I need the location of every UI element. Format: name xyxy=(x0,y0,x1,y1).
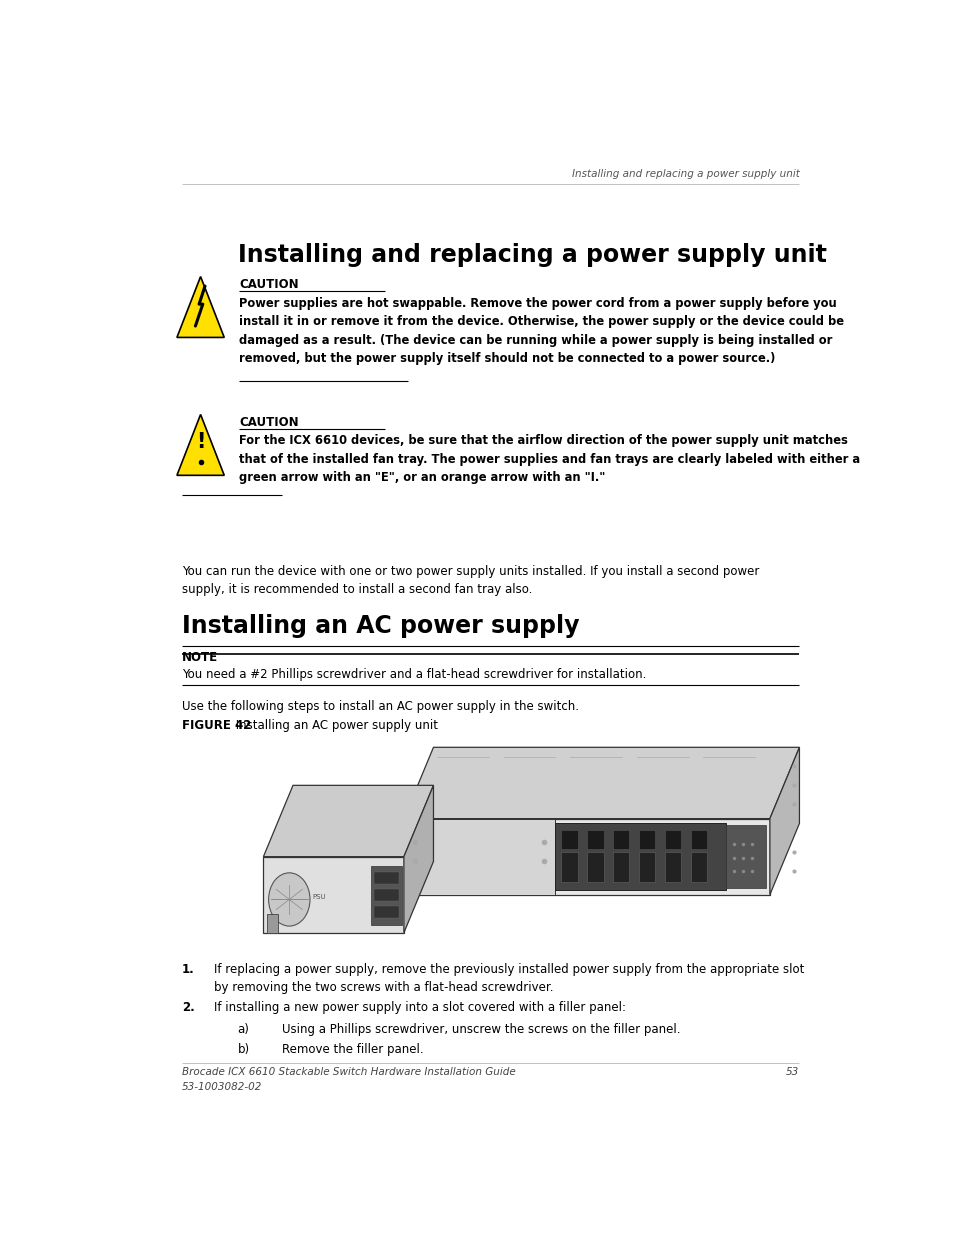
Polygon shape xyxy=(560,830,577,848)
Polygon shape xyxy=(690,852,706,882)
Text: 1.: 1. xyxy=(182,963,194,976)
Polygon shape xyxy=(403,747,799,819)
Text: For the ICX 6610 devices, be sure that the airflow direction of the power supply: For the ICX 6610 devices, be sure that t… xyxy=(239,435,860,484)
Text: Use the following steps to install an AC power supply in the switch.: Use the following steps to install an AC… xyxy=(182,700,578,713)
Polygon shape xyxy=(690,830,706,848)
Polygon shape xyxy=(374,906,398,919)
Circle shape xyxy=(269,873,310,926)
Polygon shape xyxy=(560,852,577,882)
Polygon shape xyxy=(639,830,655,848)
Polygon shape xyxy=(769,747,799,894)
Text: 53: 53 xyxy=(785,1067,799,1077)
Text: 53-1003082-02: 53-1003082-02 xyxy=(182,1082,262,1092)
Text: !: ! xyxy=(195,432,205,452)
Polygon shape xyxy=(263,857,403,932)
Text: You need a #2 Phillips screwdriver and a flat-head screwdriver for installation.: You need a #2 Phillips screwdriver and a… xyxy=(182,668,646,682)
Text: You can run the device with one or two power supply units installed. If you inst: You can run the device with one or two p… xyxy=(182,564,759,595)
Polygon shape xyxy=(176,415,224,475)
Polygon shape xyxy=(267,914,278,932)
Polygon shape xyxy=(664,852,680,882)
Text: Brocade ICX 6610 Stackable Switch Hardware Installation Guide: Brocade ICX 6610 Stackable Switch Hardwa… xyxy=(182,1067,516,1077)
Text: CAUTION: CAUTION xyxy=(239,416,298,430)
Text: 2.: 2. xyxy=(182,1002,194,1014)
Text: b): b) xyxy=(237,1044,250,1056)
Polygon shape xyxy=(263,785,433,857)
Text: a): a) xyxy=(237,1023,249,1036)
Text: Installing an AC power supply unit: Installing an AC power supply unit xyxy=(232,719,437,732)
Text: Installing and replacing a power supply unit: Installing and replacing a power supply … xyxy=(237,243,825,267)
Polygon shape xyxy=(374,889,398,902)
Polygon shape xyxy=(374,872,398,884)
Text: CAUTION: CAUTION xyxy=(239,278,298,291)
Polygon shape xyxy=(587,852,603,882)
Polygon shape xyxy=(587,830,603,848)
Text: Using a Phillips screwdriver, unscrew the screws on the filler panel.: Using a Phillips screwdriver, unscrew th… xyxy=(282,1023,679,1036)
Text: PSU: PSU xyxy=(312,894,325,899)
Polygon shape xyxy=(664,830,680,848)
Polygon shape xyxy=(613,852,629,882)
Polygon shape xyxy=(403,819,555,894)
Text: NOTE: NOTE xyxy=(182,651,218,664)
Text: Installing and replacing a power supply unit: Installing and replacing a power supply … xyxy=(571,169,799,179)
Text: Power supplies are hot swappable. Remove the power cord from a power supply befo: Power supplies are hot swappable. Remove… xyxy=(239,296,843,366)
Text: Remove the filler panel.: Remove the filler panel. xyxy=(282,1044,423,1056)
Text: Installing an AC power supply: Installing an AC power supply xyxy=(182,614,579,638)
Text: If installing a new power supply into a slot covered with a filler panel:: If installing a new power supply into a … xyxy=(213,1002,625,1014)
Polygon shape xyxy=(724,825,765,888)
Polygon shape xyxy=(639,852,655,882)
Polygon shape xyxy=(555,824,724,890)
Polygon shape xyxy=(176,277,224,337)
Text: FIGURE 42: FIGURE 42 xyxy=(182,719,252,732)
Polygon shape xyxy=(403,785,433,932)
Polygon shape xyxy=(613,830,629,848)
Text: If replacing a power supply, remove the previously installed power supply from t: If replacing a power supply, remove the … xyxy=(213,963,803,994)
Polygon shape xyxy=(403,819,769,894)
Polygon shape xyxy=(370,866,402,925)
